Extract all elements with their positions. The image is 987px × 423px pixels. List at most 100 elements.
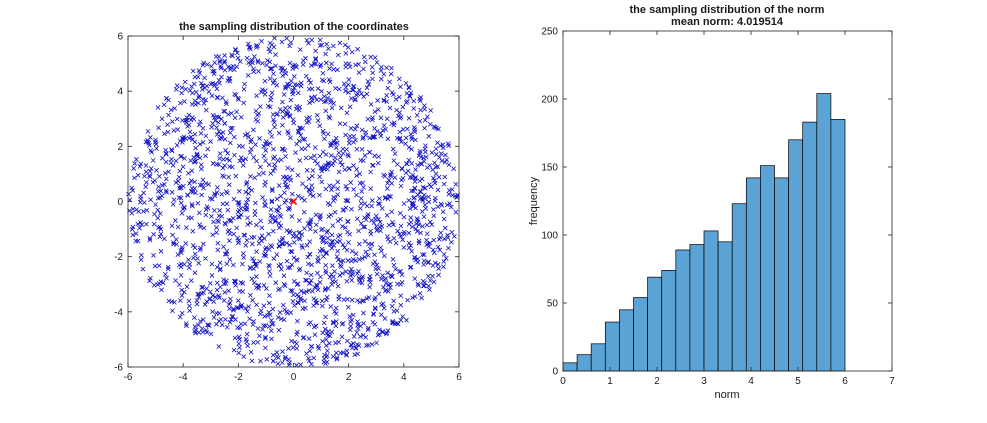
scatter-point	[281, 92, 287, 97]
scatter-point	[334, 254, 340, 259]
histogram-bar	[675, 249, 691, 372]
scatter-point	[207, 281, 213, 286]
scatter-point	[313, 222, 319, 228]
scatter-point	[141, 190, 146, 196]
scatter-point	[217, 260, 223, 266]
scatter-point	[354, 271, 360, 276]
scatter-point	[330, 354, 336, 359]
scatter-point	[378, 115, 384, 121]
scatter-point	[308, 344, 314, 349]
scatter-point	[143, 169, 149, 175]
scatter-point	[414, 228, 420, 234]
scatter-point	[421, 214, 427, 220]
scatter-point	[250, 256, 255, 262]
scatter-point	[282, 354, 288, 360]
scatter-point	[404, 161, 410, 167]
scatter-point	[391, 262, 397, 268]
scatter-point	[361, 298, 367, 303]
scatter-point	[174, 116, 180, 122]
scatter-point	[405, 126, 410, 132]
scatter-point	[267, 293, 272, 298]
scatter-point	[275, 158, 281, 163]
scatter-point	[312, 153, 317, 159]
scatter-point	[384, 212, 390, 218]
scatter-point	[173, 87, 179, 92]
scatter-point	[344, 348, 350, 354]
scatter-point	[302, 298, 308, 304]
scatter-point	[267, 59, 273, 65]
scatter-point	[313, 61, 319, 67]
scatter-point	[326, 114, 332, 120]
scatter-point	[256, 68, 261, 74]
histogram-y-tick-label: 0	[552, 367, 558, 378]
scatter-point	[352, 352, 358, 358]
scatter-point	[375, 332, 381, 338]
scatter-point	[199, 166, 204, 172]
scatter-point	[354, 166, 360, 172]
scatter-point	[186, 298, 192, 304]
scatter-points	[126, 35, 460, 368]
scatter-point	[398, 302, 404, 308]
scatter-point	[378, 245, 383, 251]
scatter-point	[319, 88, 324, 94]
scatter-point	[197, 155, 203, 161]
scatter-point	[335, 192, 341, 197]
scatter-point	[271, 120, 277, 125]
scatter-point	[226, 288, 232, 294]
scatter-point	[298, 132, 304, 138]
scatter-point	[214, 280, 220, 286]
histogram-x-tick-label: 7	[889, 376, 895, 387]
scatter-point	[352, 97, 358, 103]
scatter-point	[343, 50, 349, 56]
scatter-point	[383, 280, 389, 286]
scatter-point	[359, 147, 365, 152]
scatter-point	[193, 145, 198, 151]
scatter-point	[173, 158, 179, 164]
scatter-point	[372, 295, 378, 301]
scatter-point	[336, 86, 342, 92]
scatter-point	[431, 207, 436, 212]
scatter-point	[309, 361, 314, 367]
scatter-point	[413, 174, 419, 180]
scatter-point	[272, 165, 278, 171]
scatter-point	[307, 100, 312, 106]
scatter-point	[295, 172, 301, 178]
scatter-point	[216, 162, 222, 167]
scatter-point	[426, 273, 431, 279]
scatter-point	[200, 177, 206, 183]
scatter-point	[393, 240, 399, 246]
scatter-point	[274, 252, 280, 257]
scatter-point	[303, 277, 308, 283]
scatter-point	[233, 317, 238, 322]
scatter-point	[425, 260, 431, 266]
scatter-point	[175, 127, 181, 132]
scatter-point	[272, 124, 277, 130]
scatter-point	[398, 268, 403, 274]
scatter-point	[184, 323, 189, 329]
scatter-point	[187, 181, 192, 186]
scatter-point	[358, 334, 363, 339]
scatter-point	[182, 99, 187, 104]
scatter-point	[310, 168, 316, 173]
scatter-point	[199, 182, 205, 188]
scatter-point	[354, 216, 360, 222]
scatter-point	[363, 249, 369, 255]
scatter-x-tick-label: 2	[346, 372, 352, 383]
scatter-point	[253, 274, 259, 279]
scatter-point	[356, 87, 362, 93]
scatter-point	[359, 256, 365, 261]
scatter-point	[260, 195, 265, 200]
scatter-point	[203, 153, 208, 159]
scatter-point	[314, 97, 320, 103]
scatter-point	[269, 186, 275, 192]
scatter-point	[344, 352, 349, 357]
scatter-point	[190, 189, 196, 195]
scatter-point	[268, 171, 274, 176]
scatter-point	[437, 247, 443, 253]
scatter-point	[195, 200, 201, 206]
scatter-point	[192, 270, 198, 276]
scatter-point	[391, 298, 397, 304]
scatter-point	[170, 308, 175, 314]
scatter-point	[332, 209, 338, 215]
scatter-point	[287, 105, 293, 110]
